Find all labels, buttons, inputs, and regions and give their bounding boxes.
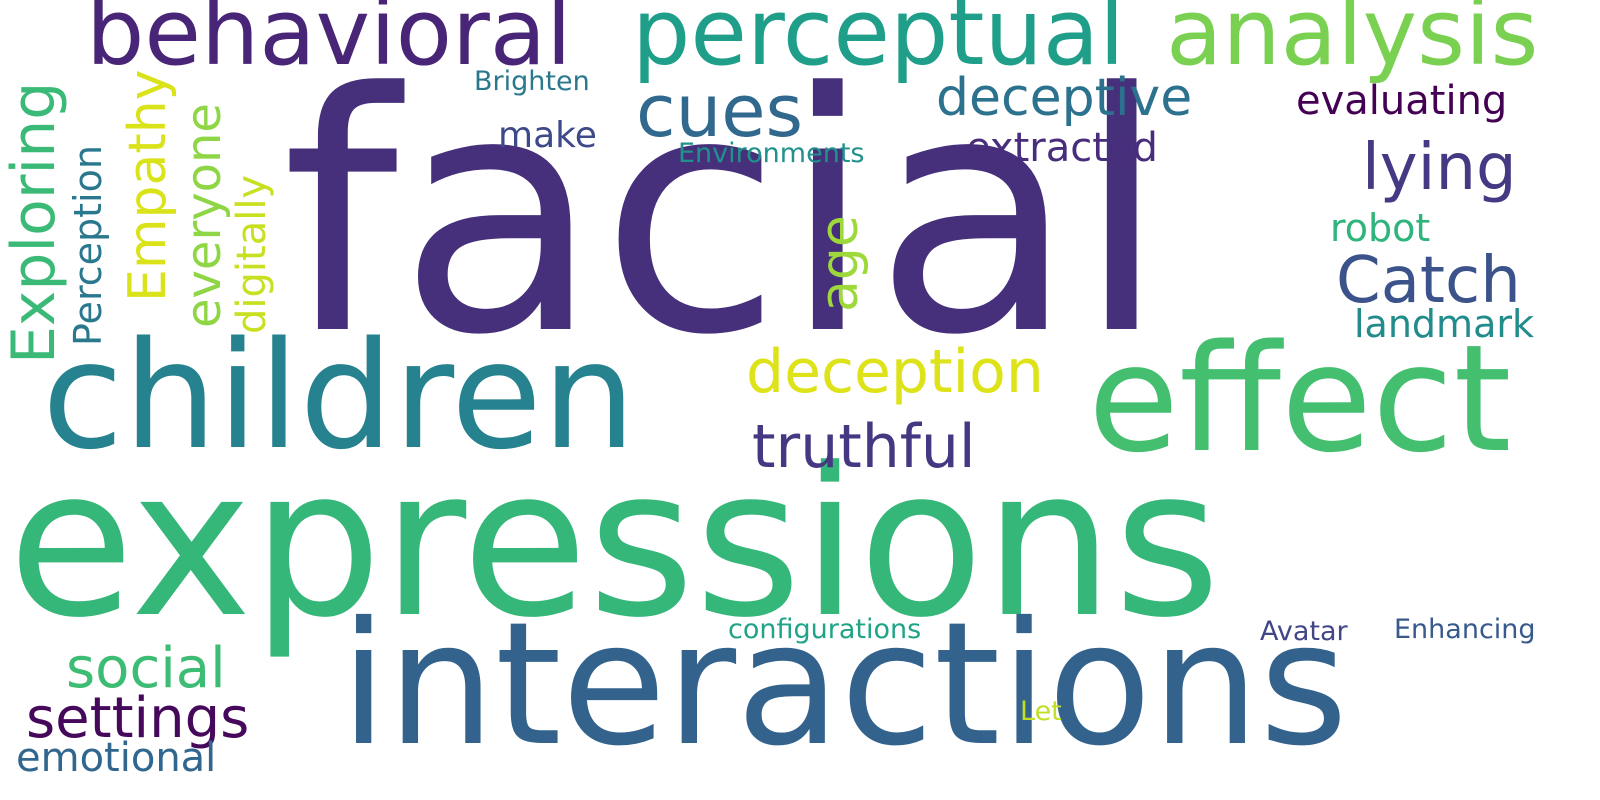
- word-cues: cues: [636, 68, 804, 153]
- word-make: make: [498, 115, 597, 157]
- word-let: Let: [1020, 696, 1062, 728]
- word-behavioral: behavioral: [86, 0, 572, 87]
- word-empathy: Empathy: [118, 69, 178, 302]
- word-perception: Perception: [66, 145, 110, 346]
- word-catch: Catch: [1336, 243, 1521, 318]
- word-extracted: extracted: [966, 124, 1158, 171]
- word-landmark: landmark: [1354, 301, 1534, 346]
- word-configurations: configurations: [728, 614, 922, 646]
- word-lying: lying: [1362, 130, 1517, 205]
- word-settings: settings: [26, 685, 250, 751]
- word-enhancing: Enhancing: [1394, 614, 1536, 646]
- word-effect: effect: [1088, 312, 1512, 485]
- word-deception: deception: [746, 337, 1044, 408]
- word-deceptive: deceptive: [936, 68, 1193, 129]
- word-perceptual: perceptual: [632, 0, 1125, 87]
- word-facial: facial: [282, 22, 1168, 407]
- word-analysis: analysis: [1166, 0, 1539, 87]
- word-expressions: expressions: [8, 424, 1221, 663]
- word-digitally: digitally: [229, 174, 275, 334]
- word-avatar: Avatar: [1260, 616, 1348, 648]
- word-truthful: truthful: [752, 412, 976, 483]
- word-social: social: [66, 635, 226, 701]
- word-children: children: [42, 309, 636, 482]
- word-evaluating: evaluating: [1296, 77, 1508, 124]
- word-interactions: interactions: [340, 586, 1348, 785]
- word-exploring: Exploring: [0, 81, 69, 364]
- word-emotional: emotional: [16, 734, 217, 781]
- word-robot: robot: [1330, 205, 1431, 250]
- word-everyone: everyone: [176, 103, 232, 328]
- word-age: age: [810, 215, 870, 312]
- word-environments: Environments: [678, 138, 865, 170]
- word-brighten: Brighten: [474, 66, 590, 98]
